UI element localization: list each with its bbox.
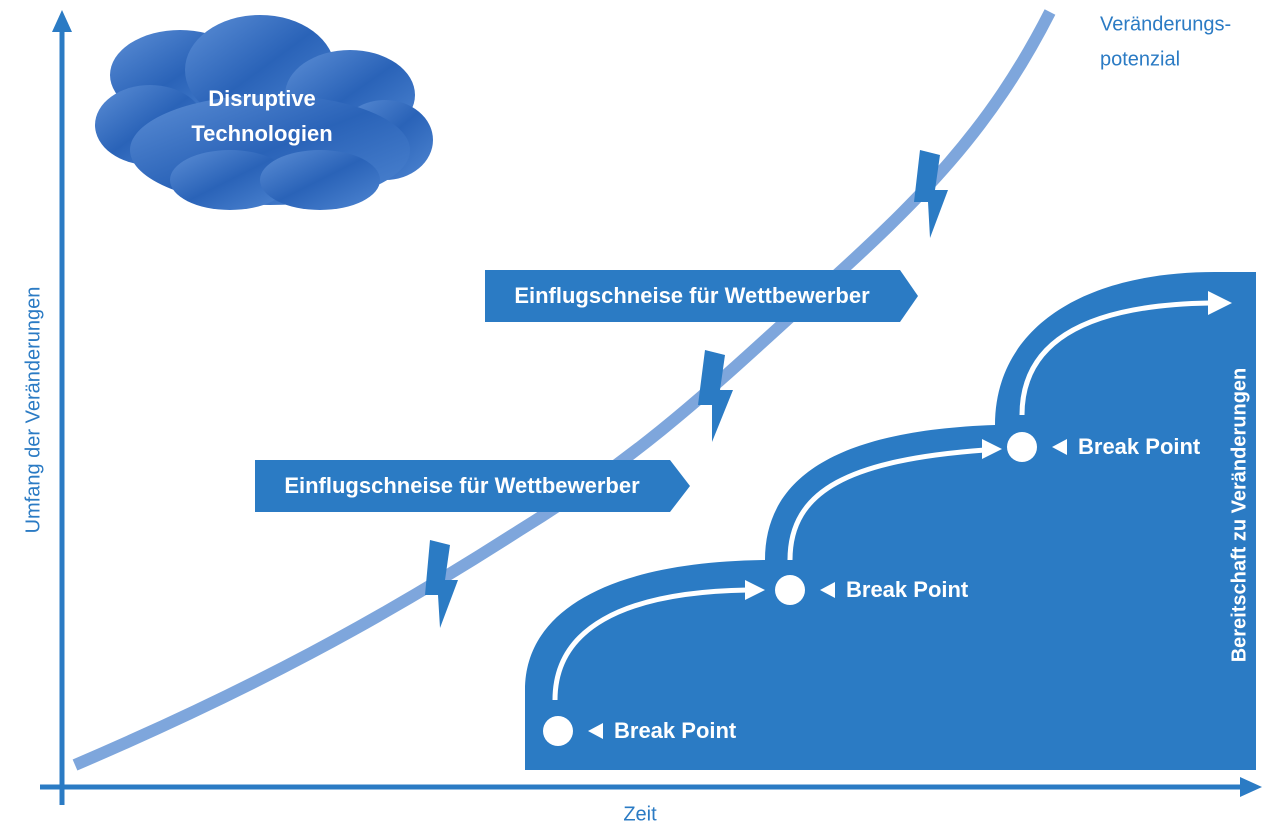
- cloud: [95, 15, 433, 210]
- y-axis-label: Umfang der Veränderungen: [22, 287, 44, 534]
- curve-label: potenzial: [1100, 48, 1180, 70]
- curve-label: Veränderungs-: [1100, 13, 1231, 35]
- cloud-label: Disruptive: [208, 86, 316, 111]
- readiness-label: Bereitschaft zu Veränderungen: [1228, 368, 1250, 663]
- cloud-label: Technologien: [191, 121, 332, 146]
- banner-label: Einflugschneise für Wettbewerber: [284, 473, 640, 498]
- break-point-label: Break Point: [614, 718, 737, 743]
- diagram: Disruptive Technologien Zeit Umfang der …: [0, 0, 1265, 829]
- break-point-label: Break Point: [846, 577, 969, 602]
- banner-label: Einflugschneise für Wettbewerber: [514, 283, 870, 308]
- readiness-area: [525, 272, 1256, 770]
- page: Disruptive Technologien Zeit Umfang der …: [0, 0, 1265, 829]
- x-axis-label: Zeit: [623, 803, 657, 825]
- break-point-label: Break Point: [1078, 434, 1201, 459]
